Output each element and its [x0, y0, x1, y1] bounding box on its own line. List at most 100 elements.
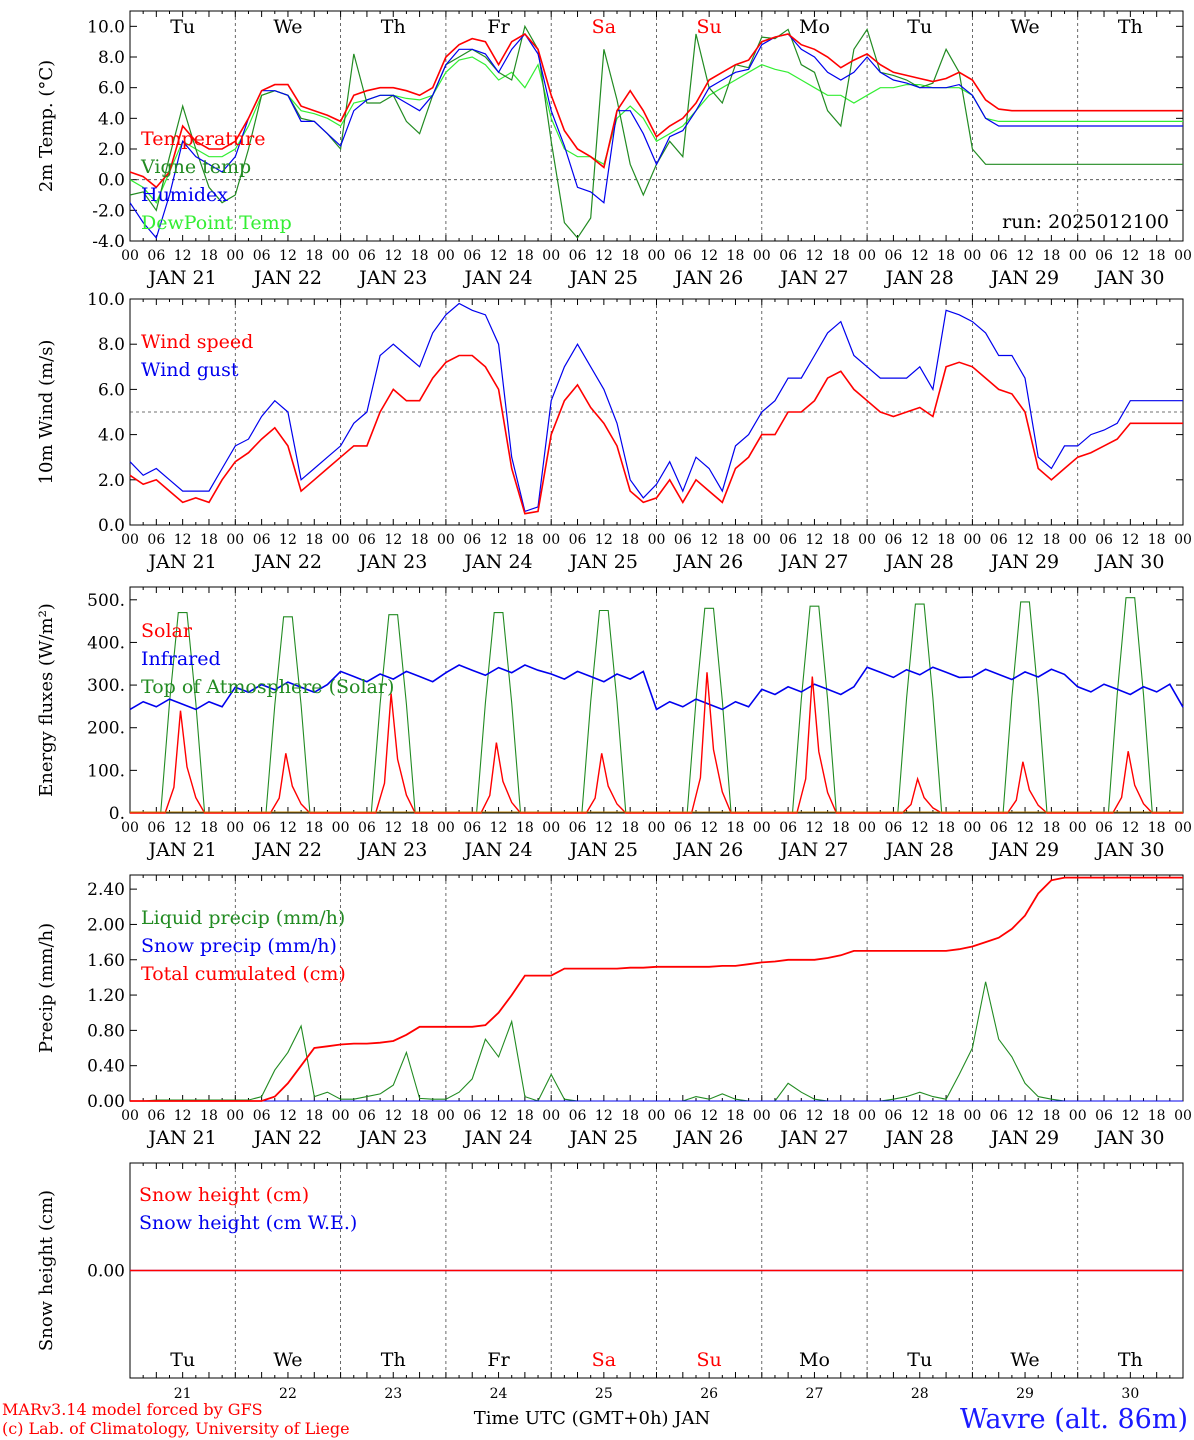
energy-hour-label: 00: [858, 820, 876, 836]
temperature-y-tick-label: 8.0: [98, 48, 125, 68]
precip-day-label: JAN 22: [252, 1127, 322, 1149]
temperature-y-tick-label: 4.0: [98, 109, 125, 129]
wind-hour-label: 18: [1148, 532, 1166, 548]
wind-hour-label: 12: [174, 532, 192, 548]
wind-hour-label: 00: [963, 532, 981, 548]
snow-weekday-label: Su: [697, 1349, 722, 1371]
wind-hour-label: 06: [674, 532, 692, 548]
precip-series-total-cumulated-cm-: [130, 876, 1183, 1102]
time-axis-label: Time UTC (GMT+0h) JAN: [474, 1408, 711, 1429]
wind-y-tick-label: 2.0: [98, 471, 125, 491]
precip-day-label: JAN 26: [673, 1127, 743, 1149]
temperature-hour-label: 18: [1042, 248, 1060, 264]
wind-day-label: JAN 24: [462, 551, 532, 573]
temperature-hour-label: 00: [1069, 248, 1087, 264]
wind-y-tick-label: 0.0: [98, 516, 125, 536]
temperature-hour-label: 12: [174, 248, 192, 264]
precip-y-tick-label: 0.40: [87, 1057, 125, 1077]
snow-day-number: 24: [490, 1386, 508, 1402]
precip-hour-label: 12: [700, 1108, 718, 1124]
energy-hour-label: 12: [279, 820, 297, 836]
temperature-hour-label: 00: [963, 248, 981, 264]
precip-hour-label: 18: [516, 1108, 534, 1124]
energy-hour-label: 18: [1148, 820, 1166, 836]
precip-hour-label: 00: [226, 1108, 244, 1124]
energy-hour-label: 06: [674, 820, 692, 836]
precip-day-label: JAN 23: [357, 1127, 427, 1149]
precip-y-axis-label: Precip (mm/h): [36, 923, 57, 1053]
snow-day-number: 27: [806, 1386, 824, 1402]
snow-legend-snow-height-cm-w-e: Snow height (cm W.E.): [139, 1212, 357, 1234]
wind-hour-label: 12: [1121, 532, 1139, 548]
precip-hour-label: 18: [727, 1108, 745, 1124]
wind-y-tick-label: 6.0: [98, 380, 125, 400]
temperature-weekday-label: Mo: [799, 16, 830, 38]
energy-day-label: JAN 26: [673, 839, 743, 861]
temperature-y-tick-label: -2.0: [92, 201, 125, 221]
precip-hour-label: 00: [858, 1108, 876, 1124]
energy-hour-label: 18: [832, 820, 850, 836]
energy-hour-label: 06: [885, 820, 903, 836]
temperature-hour-label: 18: [621, 248, 639, 264]
wind-hour-label: 18: [305, 532, 323, 548]
temperature-hour-label: 12: [700, 248, 718, 264]
precip-hour-label: 06: [253, 1108, 271, 1124]
station-name: Wavre (alt. 86m): [960, 1404, 1188, 1435]
snow-day-number: 25: [595, 1386, 613, 1402]
wind-hour-label: 12: [911, 532, 929, 548]
precip-hour-label: 12: [384, 1108, 402, 1124]
energy-hour-label: 00: [1174, 820, 1192, 836]
wind-day-label: JAN 29: [989, 551, 1059, 573]
precip-legend-liquid-precip-mm-h: Liquid precip (mm/h): [141, 907, 345, 929]
precip-hour-label: 18: [621, 1108, 639, 1124]
wind-y-tick-label: 4.0: [98, 426, 125, 446]
temperature-day-label: JAN 25: [568, 267, 638, 289]
snow-weekday-label: Th: [381, 1349, 406, 1371]
temperature-hour-label: 00: [858, 248, 876, 264]
wind-panel: 0.0 2.0 4.0 6.0 8.0 10.0 10m Wind (m/s) Wind sp…: [36, 290, 1192, 573]
snow-y-axis-label: Snow height (cm): [36, 1190, 57, 1351]
precip-hour-label: 00: [542, 1108, 560, 1124]
snow-panel: 0.00 Snow height (cm) Snow height (cm) Snow…: [36, 1162, 1184, 1402]
precip-hour-label: 06: [1095, 1108, 1113, 1124]
precip-panel: 0.00 0.40 0.80 1.20 1.60 2.00 2.40 Precip (mm/h…: [36, 874, 1192, 1149]
wind-hour-label: 12: [806, 532, 824, 548]
temperature-hour-label: 06: [569, 248, 587, 264]
energy-hour-label: 18: [727, 820, 745, 836]
snow-day-number: 30: [1121, 1386, 1139, 1402]
energy-hour-label: 00: [753, 820, 771, 836]
wind-hour-label: 00: [648, 532, 666, 548]
wind-day-label: JAN 28: [884, 551, 954, 573]
snow-weekday-label: Fr: [487, 1349, 510, 1371]
temperature-hour-label: 18: [200, 248, 218, 264]
energy-day-label: JAN 28: [884, 839, 954, 861]
wind-hour-label: 18: [727, 532, 745, 548]
energy-hour-label: 06: [990, 820, 1008, 836]
temperature-day-label: JAN 24: [462, 267, 532, 289]
energy-day-label: JAN 23: [357, 839, 427, 861]
wind-y-tick-label: 8.0: [98, 335, 125, 355]
energy-y-axis-label: Energy fluxes (W/m²): [36, 603, 57, 797]
wind-hour-label: 06: [1095, 532, 1113, 548]
energy-day-label: JAN 22: [252, 839, 322, 861]
energy-hour-label: 18: [200, 820, 218, 836]
temperature-y-tick-label: 2.0: [98, 140, 125, 160]
wind-hour-label: 06: [463, 532, 481, 548]
temperature-hour-label: 18: [516, 248, 534, 264]
wind-day-label: JAN 30: [1094, 551, 1164, 573]
precip-hour-label: 00: [437, 1108, 455, 1124]
precip-hour-label: 00: [1069, 1108, 1087, 1124]
temperature-panel: -4.0 -2.0 0.0 2.0 4.0 6.0 8.0 10.0 2m Temp. (°C)…: [36, 10, 1192, 289]
precip-hour-label: 12: [595, 1108, 613, 1124]
snow-day-number: 22: [279, 1386, 297, 1402]
temperature-hour-label: 18: [305, 248, 323, 264]
temperature-day-label: JAN 26: [673, 267, 743, 289]
energy-hour-label: 00: [963, 820, 981, 836]
wind-hour-label: 00: [858, 532, 876, 548]
temperature-hour-label: 00: [121, 248, 139, 264]
energy-hour-label: 18: [411, 820, 429, 836]
energy-hour-label: 12: [384, 820, 402, 836]
precip-hour-label: 18: [411, 1108, 429, 1124]
energy-hour-label: 12: [700, 820, 718, 836]
temperature-day-label: JAN 23: [357, 267, 427, 289]
